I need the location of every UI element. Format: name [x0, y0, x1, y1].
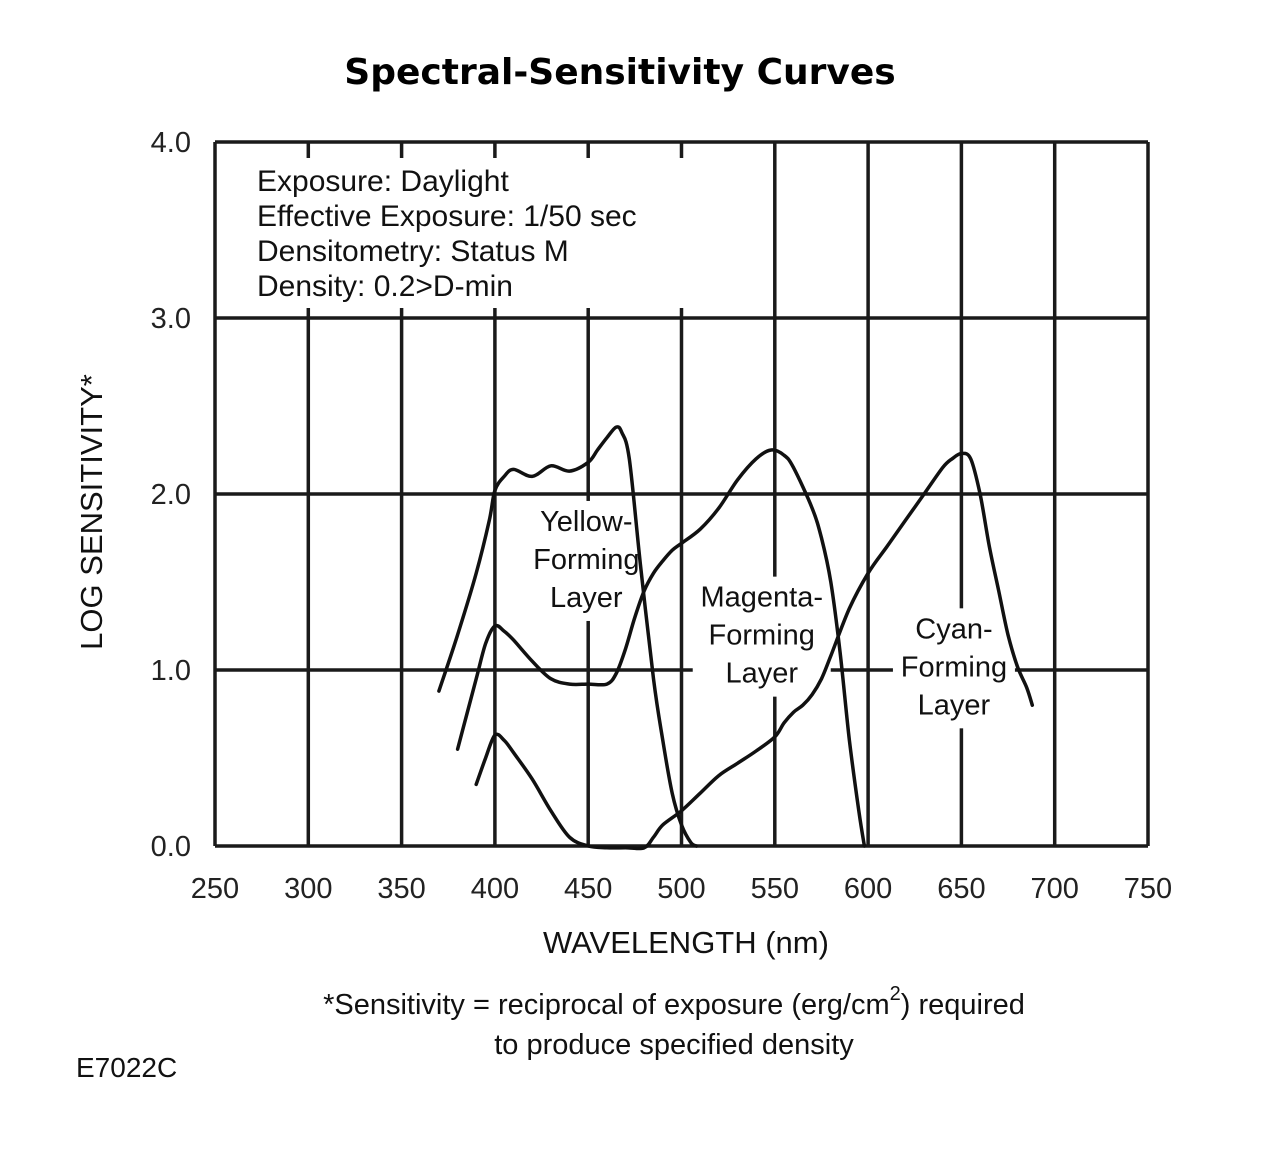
x-tick-label-250: 250 — [191, 873, 239, 905]
layer-label-background-1 — [692, 576, 831, 697]
x-tick-label-700: 700 — [1031, 873, 1079, 905]
y-tick-label-2: 2.0 — [151, 479, 191, 511]
info-line-2: Densitometry: Status M — [257, 235, 569, 268]
layer-label-0-line-2: Layer — [550, 582, 623, 614]
layer-label-0-line-1: Forming — [533, 544, 639, 576]
layer-label-2-line-2: Layer — [918, 689, 991, 721]
footnote-line-1: *Sensitivity = reciprocal of exposure (e… — [323, 983, 1025, 1021]
x-tick-label-750: 750 — [1124, 873, 1172, 905]
curves — [437, 425, 1035, 851]
footnote-part-1: *Sensitivity = reciprocal of exposure (e… — [323, 989, 890, 1021]
series-line-2 — [474, 451, 1035, 851]
y-tick-label-1: 1.0 — [151, 655, 191, 687]
y-tick-label-3: 3.0 — [151, 303, 191, 335]
x-tick-label-400: 400 — [471, 873, 519, 905]
chart-title: Spectral-Sensitivity Curves — [344, 52, 895, 93]
layer-label-1-line-1: Forming — [709, 620, 815, 652]
layer-label-2-line-1: Forming — [901, 651, 1007, 683]
x-tick-label-350: 350 — [377, 873, 425, 905]
layer-label-1-line-2: Layer — [725, 658, 798, 690]
footnote-line-2: to produce specified density — [494, 1029, 854, 1061]
info-box-background — [248, 158, 688, 308]
figure-code: E7022C — [76, 1052, 177, 1083]
layer-label-0-line-0: Yellow- — [540, 506, 632, 538]
layer-label-background-0 — [525, 500, 648, 621]
x-tick-label-500: 500 — [657, 873, 705, 905]
x-tick-label-550: 550 — [751, 873, 799, 905]
y-tick-label-4: 4.0 — [151, 127, 191, 159]
footnote-superscript: 2 — [890, 983, 901, 1005]
layer-label-2-line-0: Cyan- — [915, 613, 992, 645]
series-line-1 — [455, 448, 867, 848]
layer-label-background-2 — [892, 608, 1015, 729]
info-line-1: Effective Exposure: 1/50 sec — [257, 200, 637, 233]
info-line-0: Exposure: Daylight — [257, 165, 509, 198]
footnote-part-2: ) required — [901, 989, 1025, 1021]
x-tick-label-650: 650 — [937, 873, 985, 905]
series-line-0 — [437, 425, 699, 848]
y-tick-label-0: 0.0 — [151, 831, 191, 863]
x-tick-label-300: 300 — [284, 873, 332, 905]
ticks: 250 300 350 400 450 500 550 600 650 700 750 0.0 1.0 2… — [151, 127, 1173, 905]
layer-label-1-line-0: Magenta- — [700, 582, 823, 614]
y-axis-label: LOG SENSITIVITY* — [74, 374, 109, 650]
x-axis-label: WAVELENGTH (nm) — [543, 925, 829, 960]
layer-labels: Yellow- Forming Layer Magenta- Forming Layer C… — [525, 500, 1015, 729]
info-line-3: Density: 0.2>D-min — [257, 270, 513, 303]
x-tick-label-600: 600 — [844, 873, 892, 905]
x-tick-label-450: 450 — [564, 873, 612, 905]
